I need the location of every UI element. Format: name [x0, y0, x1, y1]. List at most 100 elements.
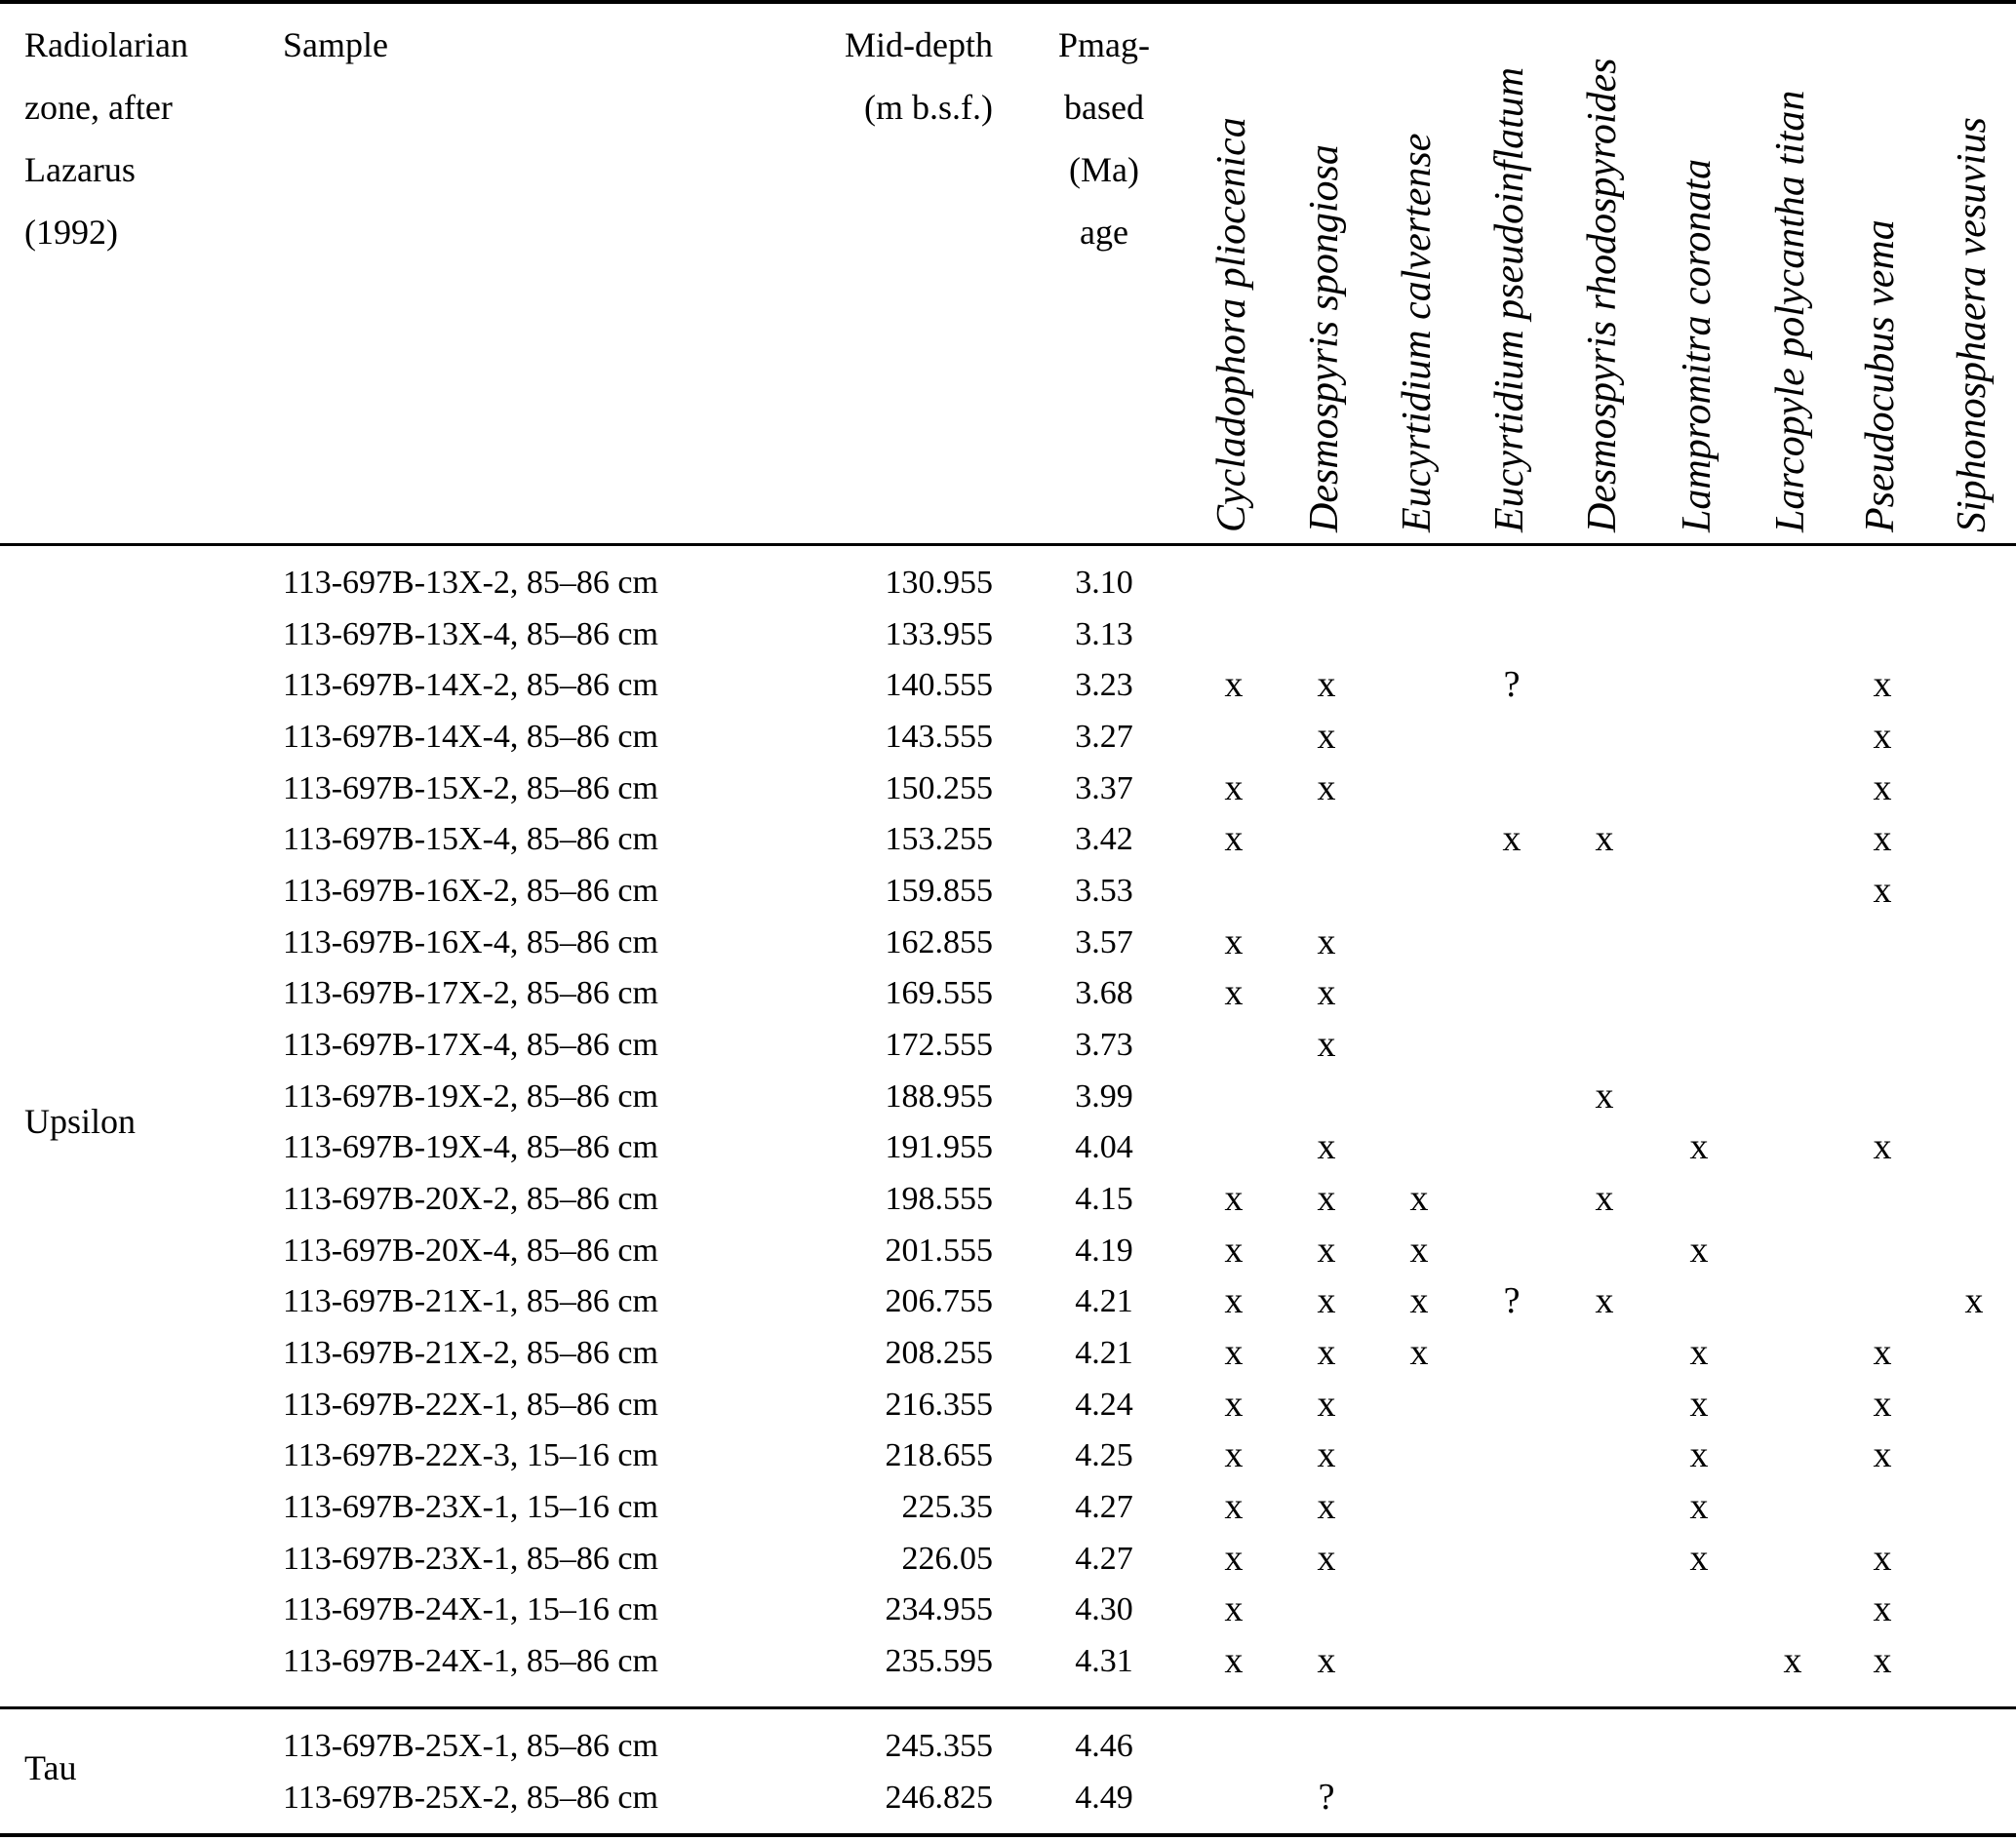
mid-depth-cell: 169.555	[885, 975, 994, 1012]
occurrence-mark: x	[1595, 818, 1614, 860]
occurrence-mark: x	[1317, 1024, 1336, 1066]
mid-depth-cell: 188.955	[885, 1077, 994, 1115]
table-row: 113-697B-17X-2, 85–86 cm 169.555 3.68 x x	[0, 967, 2016, 1019]
occurrence-mark: x	[1409, 1332, 1429, 1374]
pmag-age-cell: 4.27	[1075, 1489, 1133, 1526]
occurrence-mark: x	[1409, 1178, 1429, 1220]
occurrence-mark: x	[1689, 1486, 1709, 1528]
mid-depth-cell: 198.555	[885, 1181, 994, 1218]
mid-depth-cell: 206.755	[885, 1283, 994, 1320]
sample-cell: 113-697B-17X-2, 85–86 cm	[283, 975, 658, 1012]
table-row: 113-697B-13X-4, 85–86 cm 133.955 3.13	[0, 608, 2016, 660]
pmag-age-cell: 4.04	[1075, 1129, 1133, 1166]
pmag-age-cell: 4.49	[1075, 1779, 1133, 1816]
occurrence-mark: x	[1317, 920, 1336, 962]
sample-cell: 113-697B-16X-4, 85–86 cm	[283, 923, 658, 960]
sample-cell: 113-697B-21X-1, 85–86 cm	[283, 1283, 658, 1320]
occurrence-mark: x	[1317, 1280, 1336, 1322]
sample-cell: 113-697B-23X-1, 85–86 cm	[283, 1540, 658, 1577]
species-column-header: Siphonosphaera vesuvius	[1950, 117, 1995, 532]
occurrence-mark: x	[1224, 1537, 1244, 1579]
pmag-age-cell: 3.27	[1075, 719, 1133, 755]
pmag-age-cell: 3.99	[1075, 1077, 1133, 1115]
occurrence-mark: x	[1224, 766, 1244, 808]
sample-cell: 113-697B-25X-2, 85–86 cm	[283, 1779, 658, 1816]
table-row: 113-697B-14X-4, 85–86 cm 143.555 3.27 x x	[0, 711, 2016, 763]
mid-depth-cell: 225.35	[901, 1489, 994, 1526]
mid-depth-cell: 153.255	[885, 821, 994, 858]
mid-depth-cell: 143.555	[885, 719, 994, 755]
column-header-pmag-age: Pmag- based (Ma) age	[1058, 25, 1150, 252]
mid-depth-cell: 208.255	[885, 1335, 994, 1372]
table-row: 113-697B-13X-2, 85–86 cm 130.955 3.10	[0, 557, 2016, 608]
occurrence-mark: x	[1873, 870, 1892, 912]
occurrence-mark: x	[1317, 1332, 1336, 1374]
table-row: 113-697B-17X-4, 85–86 cm 172.555 3.73 x	[0, 1019, 2016, 1071]
mid-depth-cell: 234.955	[885, 1591, 994, 1628]
pmag-age-cell: 3.13	[1075, 615, 1133, 652]
occurrence-mark: x	[1317, 1434, 1336, 1476]
occurrence-mark: x	[1317, 716, 1336, 757]
sample-cell: 113-697B-22X-1, 85–86 cm	[283, 1386, 658, 1423]
occurrence-mark: x	[1873, 1126, 1892, 1168]
species-column-header: Larcopyle polycantha titan	[1768, 90, 1813, 532]
occurrence-mark: x	[1873, 1434, 1892, 1476]
table-row: 113-697B-25X-2, 85–86 cm 246.825 4.49?	[0, 1772, 2016, 1823]
occurrence-mark: x	[1317, 1640, 1336, 1682]
pmag-age-cell: 4.21	[1075, 1283, 1133, 1320]
sample-cell: 113-697B-23X-1, 15–16 cm	[283, 1489, 658, 1526]
mid-depth-cell: 150.255	[885, 769, 994, 806]
species-column-header: Desmospyris rhodospyroides	[1580, 58, 1625, 532]
occurrence-mark: x	[1224, 920, 1244, 962]
pmag-age-cell: 4.24	[1075, 1386, 1133, 1423]
mid-depth-cell: 133.955	[885, 615, 994, 652]
sample-cell: 113-697B-13X-2, 85–86 cm	[283, 565, 658, 601]
occurrence-mark: x	[1317, 1537, 1336, 1579]
occurrence-mark: x	[1595, 1280, 1614, 1322]
occurrence-mark: x	[1317, 1383, 1336, 1425]
sample-cell: 113-697B-20X-4, 85–86 cm	[283, 1232, 658, 1269]
table-row: 113-697B-21X-1, 85–86 cm 206.755 4.21 x x x? x…	[0, 1275, 2016, 1327]
occurrence-mark: x	[1317, 972, 1336, 1014]
occurrence-mark: x	[1689, 1383, 1709, 1425]
occurrence-mark: x	[1873, 1537, 1892, 1579]
occurrence-mark: x	[1409, 1280, 1429, 1322]
table-row: 113-697B-23X-1, 85–86 cm 226.05 4.27 x x x x	[0, 1533, 2016, 1585]
occurrence-mark: x	[1317, 1178, 1336, 1220]
sample-cell: 113-697B-16X-2, 85–86 cm	[283, 873, 658, 910]
occurrence-mark: x	[1224, 1280, 1244, 1322]
occurrence-mark: x	[1224, 1486, 1244, 1528]
zone-label: Tau	[24, 1748, 77, 1787]
occurrence-mark: x	[1595, 1075, 1614, 1116]
occurrence-mark: x	[1224, 1434, 1244, 1476]
occurrence-uncertain-mark: ?	[1503, 1280, 1521, 1322]
pmag-age-cell: 4.25	[1075, 1437, 1133, 1474]
table-row: 113-697B-23X-1, 15–16 cm 225.35 4.27 x x x	[0, 1481, 2016, 1533]
species-column-header: Eucyrtidium calvertense	[1395, 133, 1440, 532]
sample-cell: 113-697B-21X-2, 85–86 cm	[283, 1335, 658, 1372]
occurrence-mark: x	[1783, 1640, 1802, 1682]
sample-cell: 113-697B-17X-4, 85–86 cm	[283, 1027, 658, 1064]
sample-cell: 113-697B-19X-4, 85–86 cm	[283, 1129, 658, 1166]
table-header-rule	[0, 543, 2016, 546]
occurrence-mark: x	[1317, 1229, 1336, 1271]
mid-depth-cell: 191.955	[885, 1129, 994, 1166]
occurrence-mark: x	[1409, 1229, 1429, 1271]
sample-cell: 113-697B-19X-2, 85–86 cm	[283, 1077, 658, 1115]
occurrence-mark: x	[1317, 1486, 1336, 1528]
zone-label: Upsilon	[24, 1102, 137, 1141]
table-row: 113-697B-19X-2, 85–86 cm 188.955 3.99 x	[0, 1071, 2016, 1122]
pmag-age-cell: 4.30	[1075, 1591, 1133, 1628]
species-column-header: Eucyrtidium pseudoinflatum	[1487, 66, 1532, 532]
mid-depth-cell: 172.555	[885, 1027, 994, 1064]
sample-cell: 113-697B-22X-3, 15–16 cm	[283, 1437, 658, 1474]
mid-depth-cell: 140.555	[885, 667, 994, 704]
occurrence-mark: x	[1224, 1229, 1244, 1271]
column-header-mid-depth: Mid-depth (m b.s.f.)	[845, 25, 993, 127]
mid-depth-cell: 216.355	[885, 1386, 994, 1423]
species-column-header: Cycladophora pliocenica	[1209, 117, 1254, 532]
mid-depth-cell: 159.855	[885, 873, 994, 910]
table-row: 113-697B-24X-1, 15–16 cm 234.955 4.30 x x	[0, 1584, 2016, 1635]
pmag-age-cell: 3.37	[1075, 769, 1133, 806]
occurrence-mark: x	[1964, 1280, 1984, 1322]
